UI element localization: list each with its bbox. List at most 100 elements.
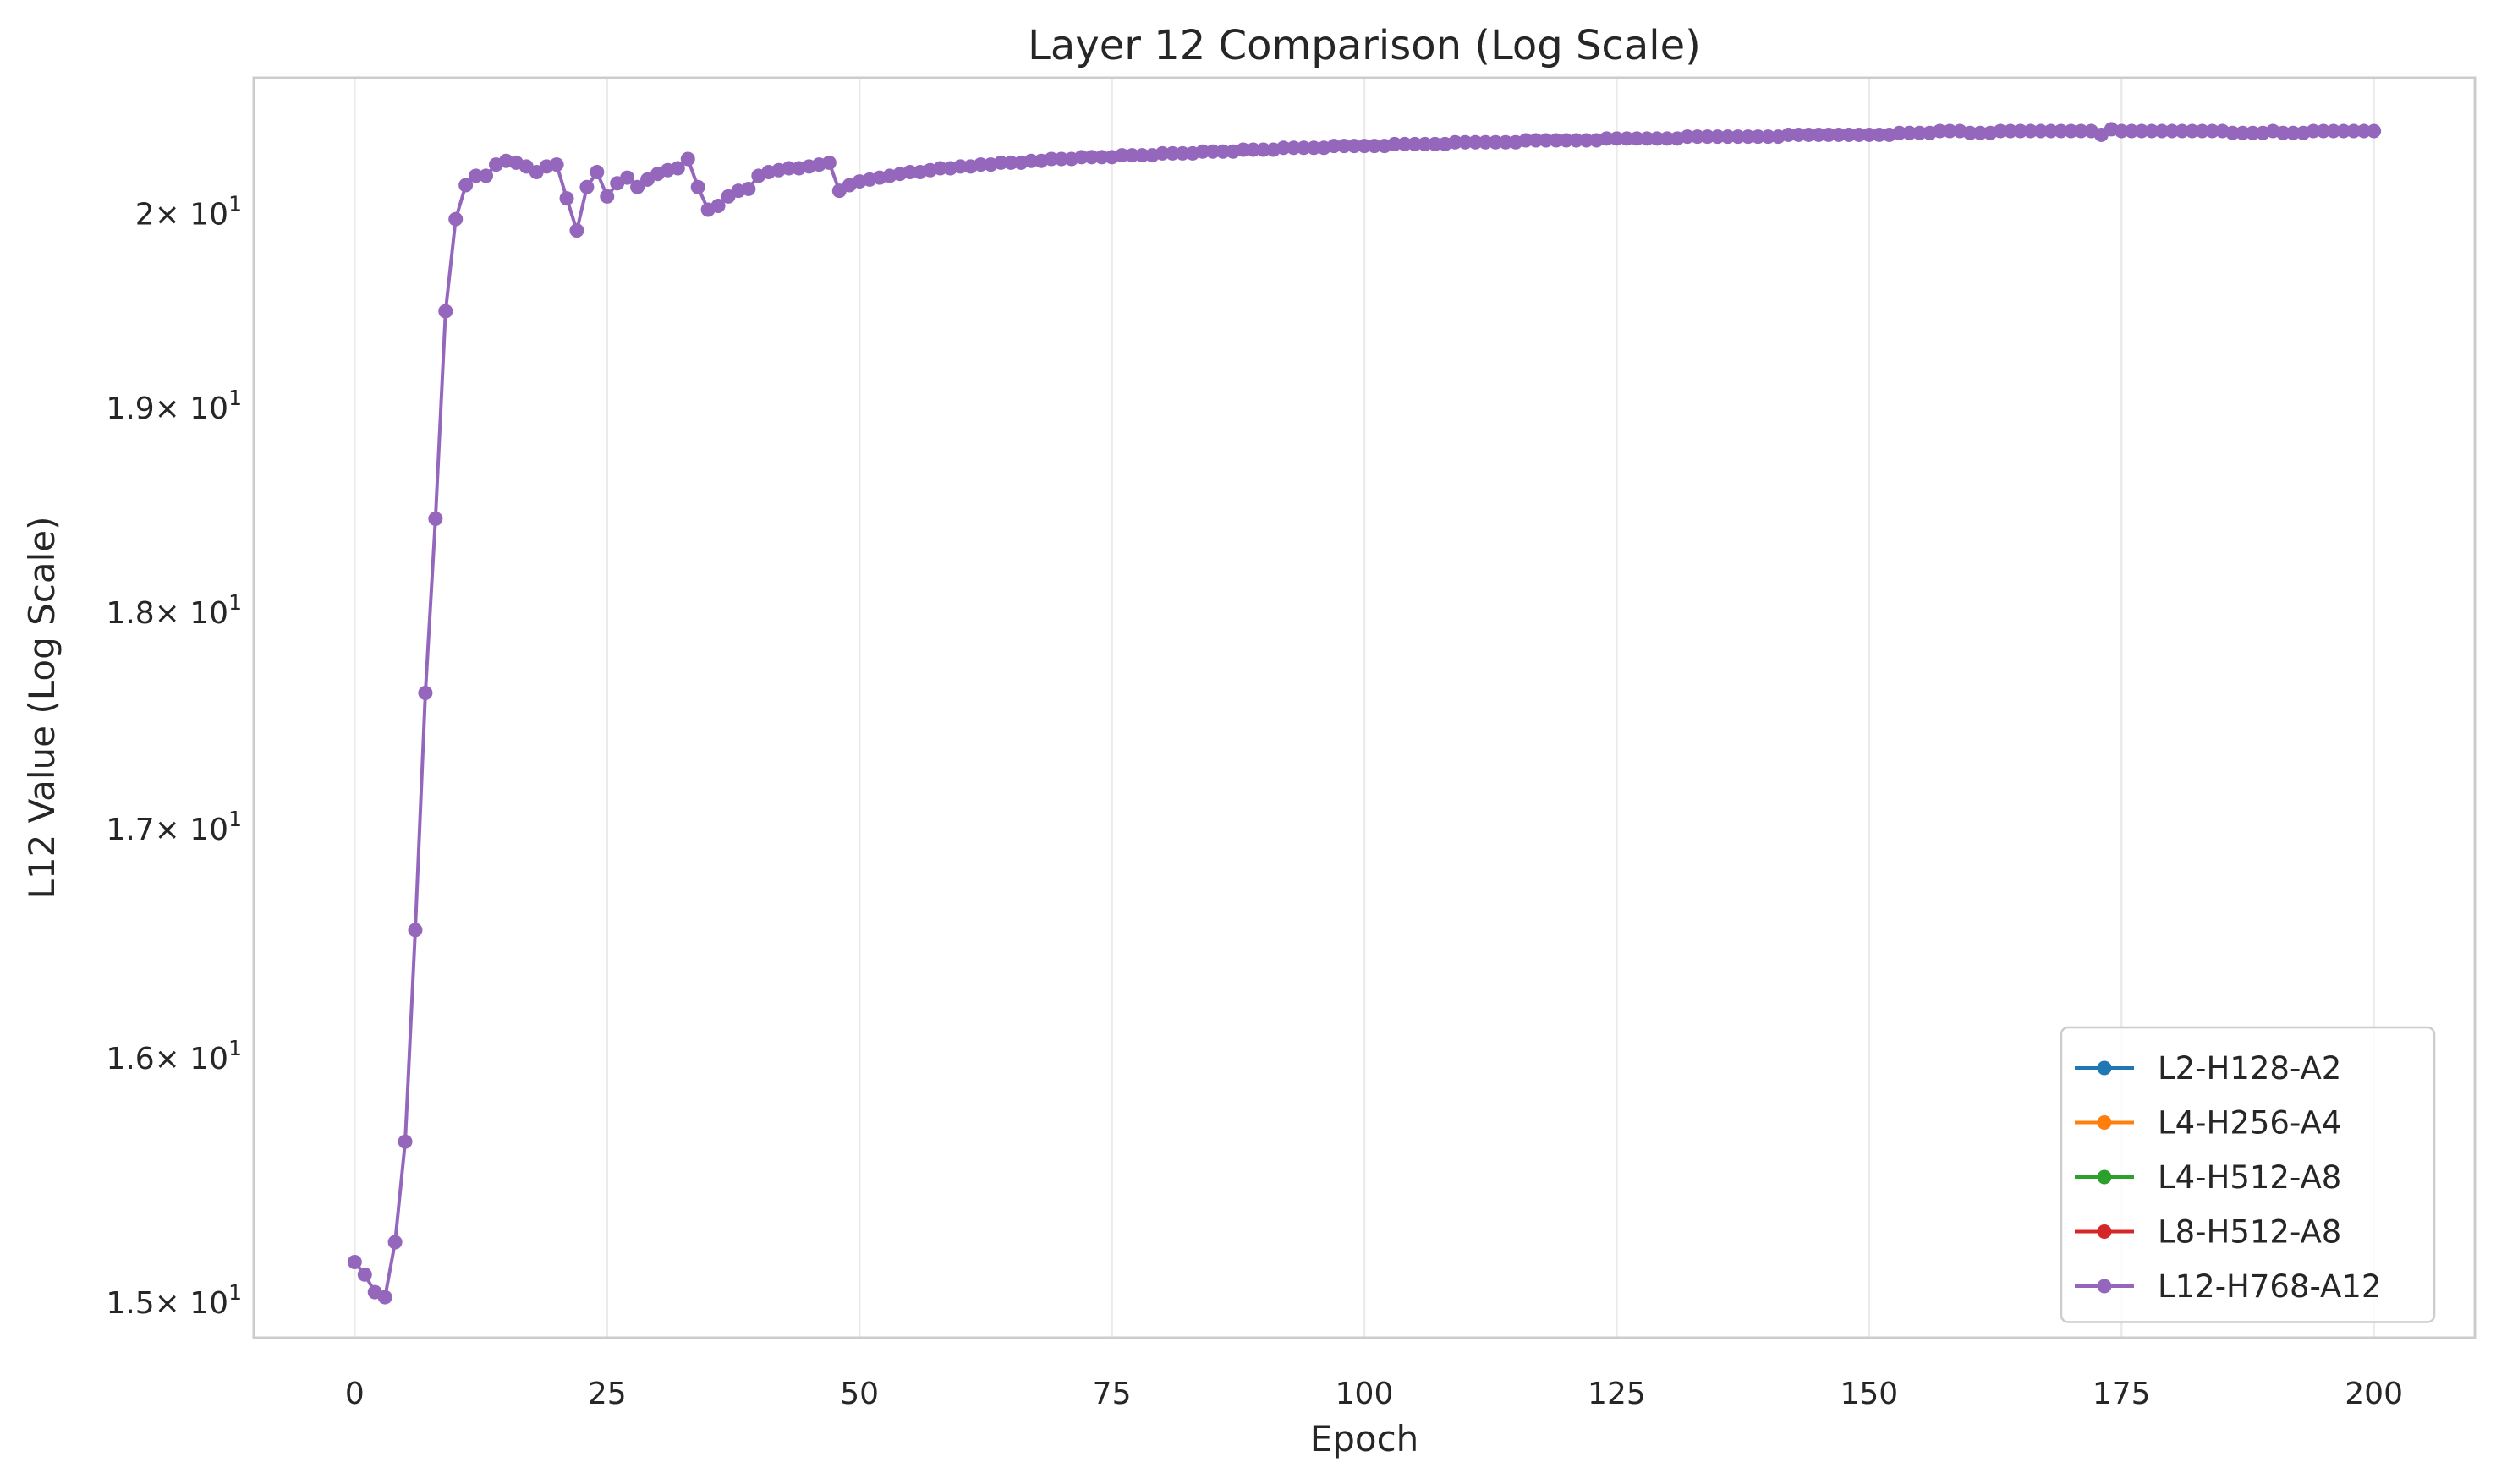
data-point [1619,131,1634,146]
data-point [1467,134,1483,150]
data-point [1599,131,1614,146]
x-axis: 0 25 50 75 100 125 150 175 200 [345,1377,2403,1411]
data-point [630,179,645,194]
data-point [438,304,453,319]
data-point [1074,150,1089,165]
data-point [2043,123,2059,139]
y-tick-label: 1.9× 101 [106,386,242,426]
data-point [1811,127,1826,142]
data-point [2235,125,2250,140]
data-point [1357,139,1372,154]
data-point [1023,153,1039,168]
data-point [2175,123,2190,139]
data-point [1902,125,1917,140]
data-point [2336,123,2351,139]
plot-frame [252,76,2477,1339]
data-point [1760,129,1775,145]
data-point [569,223,584,238]
data-point [1731,129,1746,145]
data-point [377,1290,392,1305]
data-point [2003,123,2018,139]
data-point [2144,123,2159,139]
data-point [1993,123,2008,139]
data-point [1246,142,1261,157]
data-point [1932,123,1947,139]
data-point [1134,148,1149,163]
legend-item: L8-H512-A8 [2075,1214,2341,1251]
data-point [933,161,948,176]
data-point [2306,123,2321,139]
data-point [741,181,756,196]
data-point [1751,129,1766,145]
data-point [2134,123,2149,139]
y-tick-label: 2× 101 [135,191,242,232]
data-point [1054,151,1069,167]
data-point [1741,129,1756,145]
data-point [2356,123,2372,139]
data-point [1205,144,1221,159]
data-point [408,923,423,938]
data-point [1659,131,1675,146]
legend-marker [2097,1279,2112,1294]
data-point [782,161,797,176]
data-point [1528,133,1544,148]
y-axis-label: L12 Value (Log Scale) [21,516,63,899]
data-point [347,1255,362,1270]
data-point [1165,145,1180,161]
data-point [2205,123,2220,139]
data-point [1457,134,1473,150]
x-tick-label: 150 [1840,1377,1898,1411]
data-point [1175,145,1190,161]
data-point [1094,150,1110,165]
data-point [1407,136,1423,151]
data-point [1569,133,1584,148]
data-point [1831,127,1846,142]
data-point [1084,150,1100,165]
data-point [1720,129,1736,145]
data-point [1780,127,1796,142]
data-point [1649,131,1665,146]
data-point [620,170,635,185]
data-point [1044,151,1059,167]
legend-item: L12-H768-A12 [2075,1268,2381,1305]
legend-marker [2097,1169,2112,1185]
legend-label: L2-H128-A2 [2158,1050,2341,1087]
data-point [1003,155,1018,170]
y-tick-label: 1.7× 101 [106,807,242,847]
data-point [1962,125,1978,140]
data-point [2285,125,2301,140]
x-axis-label: Epoch [1310,1418,1419,1459]
legend-item: L4-H512-A8 [2075,1159,2341,1196]
data-point [559,191,574,206]
data-point [1336,139,1352,154]
data-point [1579,133,1594,148]
data-point [579,179,595,194]
legend-marker [2097,1224,2112,1239]
y-tick-label: 1.5× 101 [106,1280,242,1321]
x-tick-label: 200 [2345,1377,2403,1411]
legend-marker [2097,1115,2112,1130]
data-point [1639,131,1654,146]
data-point [710,199,726,214]
data-point [2023,123,2038,139]
legend-box [2060,1026,2436,1323]
data-point [1549,133,1564,148]
legend-label: L12-H768-A12 [2158,1268,2381,1305]
data-point [1609,131,1624,146]
data-point [1892,125,1907,140]
grid [354,78,2375,1338]
data-point [1498,134,1513,150]
legend-label: L4-H512-A8 [2158,1159,2341,1196]
y-tick-label: 1.8× 101 [106,590,242,631]
data-point [690,179,705,194]
data-point [993,155,1008,170]
data-point [953,159,968,174]
x-tick-label: 100 [1336,1377,1394,1411]
series-L12-H768-A12 [347,122,2382,1305]
legend-label: L8-H512-A8 [2158,1214,2341,1251]
data-point [1851,127,1867,142]
data-point [902,164,918,179]
chart-title: Layer 12 Comparison (Log Scale) [1028,22,1701,69]
data-point [479,168,494,183]
data-point [1801,127,1816,142]
